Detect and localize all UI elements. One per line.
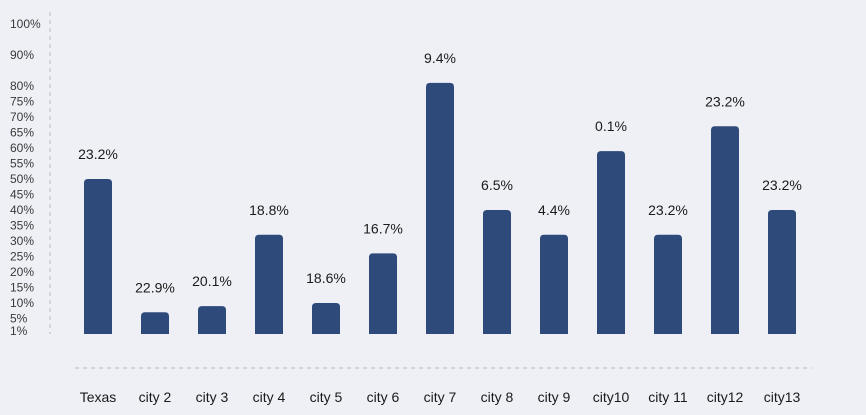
- bar: [540, 234, 568, 334]
- bar: [426, 82, 454, 335]
- bar: [597, 151, 625, 334]
- data-label: 4.4%: [538, 202, 570, 218]
- y-tick-label: 60%: [10, 141, 34, 155]
- bar: [84, 179, 112, 334]
- y-tick-label: 20%: [10, 265, 34, 279]
- bar: [711, 126, 739, 334]
- category-label: city13: [764, 389, 801, 405]
- bar: [483, 210, 511, 334]
- category-label: city 6: [367, 389, 400, 405]
- category-label: city 7: [424, 389, 457, 405]
- y-tick-label: 15%: [10, 281, 34, 295]
- category-label: city 5: [310, 389, 343, 405]
- data-label: 0.1%: [595, 118, 627, 134]
- data-label: 20.1%: [192, 273, 232, 289]
- bar: [768, 210, 796, 334]
- y-tick-label: 45%: [10, 188, 34, 202]
- category-label: city 2: [139, 389, 172, 405]
- category-label: city10: [593, 389, 630, 405]
- bar: [141, 312, 169, 334]
- data-label: 16.7%: [363, 220, 403, 236]
- bar: [312, 303, 340, 334]
- bar: [198, 306, 226, 334]
- data-label: 18.6%: [306, 270, 346, 286]
- y-tick-label: 10%: [10, 296, 34, 310]
- category-label: Texas: [80, 389, 117, 405]
- y-tick-label: 50%: [10, 172, 34, 186]
- bar: [255, 234, 283, 334]
- y-tick-label: 5%: [10, 312, 28, 326]
- y-tick-label: 80%: [10, 79, 34, 93]
- category-label: city 3: [196, 389, 229, 405]
- y-tick-label: 55%: [10, 157, 34, 171]
- y-tick-label: 70%: [10, 110, 34, 124]
- y-tick-label: 35%: [10, 219, 34, 233]
- data-label: 23.2%: [648, 202, 688, 218]
- data-label: 22.9%: [135, 279, 175, 295]
- data-label: 23.2%: [762, 177, 802, 193]
- data-label: 6.5%: [481, 177, 513, 193]
- category-label: city 8: [481, 389, 514, 405]
- y-tick-label: 65%: [10, 126, 34, 140]
- y-tick-label: 90%: [10, 48, 34, 62]
- y-tick-label: 75%: [10, 95, 34, 109]
- y-tick-label: 40%: [10, 203, 34, 217]
- category-label: city 9: [538, 389, 571, 405]
- y-tick-label: 1%: [10, 324, 28, 338]
- y-tick-label: 25%: [10, 250, 34, 264]
- bar: [369, 253, 397, 334]
- data-label: 9.4%: [424, 50, 456, 66]
- y-tick-label: 100%: [10, 17, 41, 31]
- data-label: 23.2%: [78, 146, 118, 162]
- data-label: 18.8%: [249, 202, 289, 218]
- y-tick-label: 30%: [10, 234, 34, 248]
- data-label: 23.2%: [705, 93, 745, 109]
- category-label: city 11: [648, 389, 688, 405]
- bar: [654, 234, 682, 334]
- category-label: city12: [707, 389, 744, 405]
- category-label: city 4: [253, 389, 286, 405]
